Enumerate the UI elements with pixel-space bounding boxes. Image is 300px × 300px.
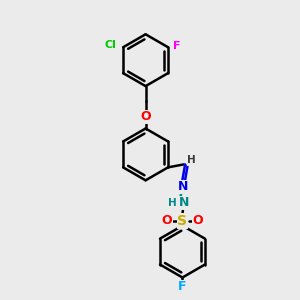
Text: Cl: Cl: [105, 40, 117, 50]
Text: N: N: [178, 196, 189, 209]
Text: O: O: [140, 110, 151, 123]
Text: H: H: [168, 198, 176, 208]
Text: S: S: [178, 214, 188, 228]
Text: O: O: [162, 214, 172, 227]
Text: F: F: [173, 41, 181, 51]
Text: H: H: [187, 155, 196, 165]
Text: F: F: [178, 280, 187, 293]
Text: N: N: [178, 180, 188, 193]
Text: O: O: [192, 214, 203, 227]
